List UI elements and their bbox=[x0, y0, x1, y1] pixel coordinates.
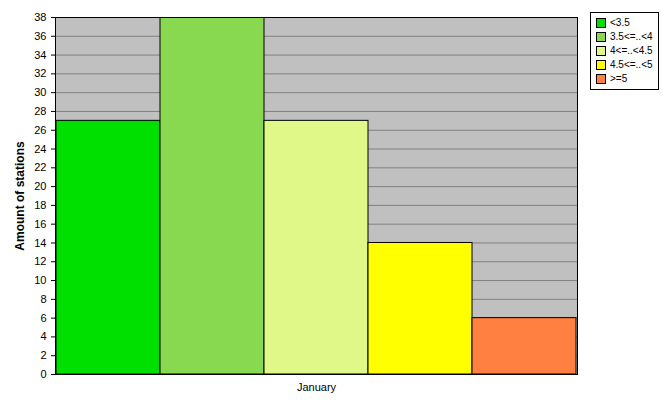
svg-text:14: 14 bbox=[34, 236, 46, 248]
svg-text:0: 0 bbox=[40, 368, 46, 380]
svg-text:30: 30 bbox=[34, 86, 46, 98]
svg-text:2: 2 bbox=[40, 349, 46, 361]
svg-text:36: 36 bbox=[34, 30, 46, 42]
svg-text:4: 4 bbox=[40, 330, 46, 342]
html-text:<3.5: <3.5 bbox=[610, 17, 630, 28]
svg-text:34: 34 bbox=[34, 49, 46, 61]
svg-text:8: 8 bbox=[40, 293, 46, 305]
svg-text:16: 16 bbox=[34, 218, 46, 230]
svg-text:18: 18 bbox=[34, 199, 46, 211]
svg-text:10: 10 bbox=[34, 274, 46, 286]
html-text:4<=..<4.5: 4<=..<4.5 bbox=[610, 45, 653, 56]
svg-text:6: 6 bbox=[40, 312, 46, 324]
svg-text:Amount of stations: Amount of stations bbox=[13, 141, 27, 251]
svg-text:12: 12 bbox=[34, 255, 46, 267]
svg-text:32: 32 bbox=[34, 67, 46, 79]
svg-text:24: 24 bbox=[34, 143, 46, 155]
svg-text:20: 20 bbox=[34, 180, 46, 192]
svg-text:22: 22 bbox=[34, 161, 46, 173]
html-text:4.5<=..<5: 4.5<=..<5 bbox=[610, 59, 653, 70]
svg-text:28: 28 bbox=[34, 105, 46, 117]
svg-text:January: January bbox=[297, 381, 337, 393]
svg-text:26: 26 bbox=[34, 124, 46, 136]
svg-text:38: 38 bbox=[34, 11, 46, 23]
html-text:>=5: >=5 bbox=[610, 73, 628, 84]
html-text:3.5<=..<4: 3.5<=..<4 bbox=[610, 31, 653, 42]
